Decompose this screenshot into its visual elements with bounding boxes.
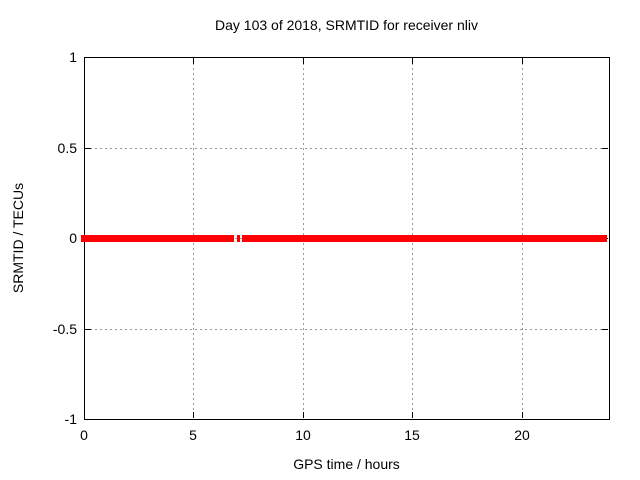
x-tick-mark-top (193, 58, 194, 64)
x-tick-mark-bottom (412, 412, 413, 418)
y-tick-mark-right (602, 329, 608, 330)
x-tick-mark-bottom (303, 412, 304, 418)
x-tick-mark-bottom (522, 412, 523, 418)
data-series-segment (242, 235, 607, 242)
x-tick-mark-top (412, 58, 413, 64)
y-tick-mark-left (85, 57, 91, 58)
x-tick-label: 15 (404, 427, 420, 443)
y-tick-mark-left (85, 329, 91, 330)
x-tick-mark-bottom (84, 412, 85, 418)
x-tick-label: 0 (80, 427, 88, 443)
y-tick-mark-right (602, 148, 608, 149)
y-tick-label: 1 (69, 49, 77, 65)
x-tick-label: 10 (295, 427, 311, 443)
x-tick-mark-top (84, 58, 85, 64)
x-axis-label: GPS time / hours (293, 456, 400, 472)
x-tick-mark-top (303, 58, 304, 64)
y-tick-mark-left (85, 419, 91, 420)
x-tick-mark-bottom (193, 412, 194, 418)
x-tick-mark-top (522, 58, 523, 64)
y-tick-label: -0.5 (52, 321, 77, 337)
y-tick-mark-left (85, 148, 91, 149)
y-tick-label: 0.5 (57, 140, 77, 156)
gridline-horizontal (85, 148, 608, 149)
x-tick-label: 5 (189, 427, 197, 443)
data-series-segment (81, 235, 234, 242)
gridline-horizontal (85, 329, 608, 330)
chart-title: Day 103 of 2018, SRMTID for receiver nli… (215, 17, 478, 33)
y-tick-label: -1 (64, 411, 77, 427)
x-tick-label: 20 (514, 427, 530, 443)
y-tick-mark-right (602, 419, 608, 420)
y-tick-label: 0 (69, 230, 77, 246)
y-axis-label: SRMTID / TECUs (10, 182, 26, 294)
data-series-segment (237, 235, 240, 242)
y-tick-mark-right (602, 57, 608, 58)
